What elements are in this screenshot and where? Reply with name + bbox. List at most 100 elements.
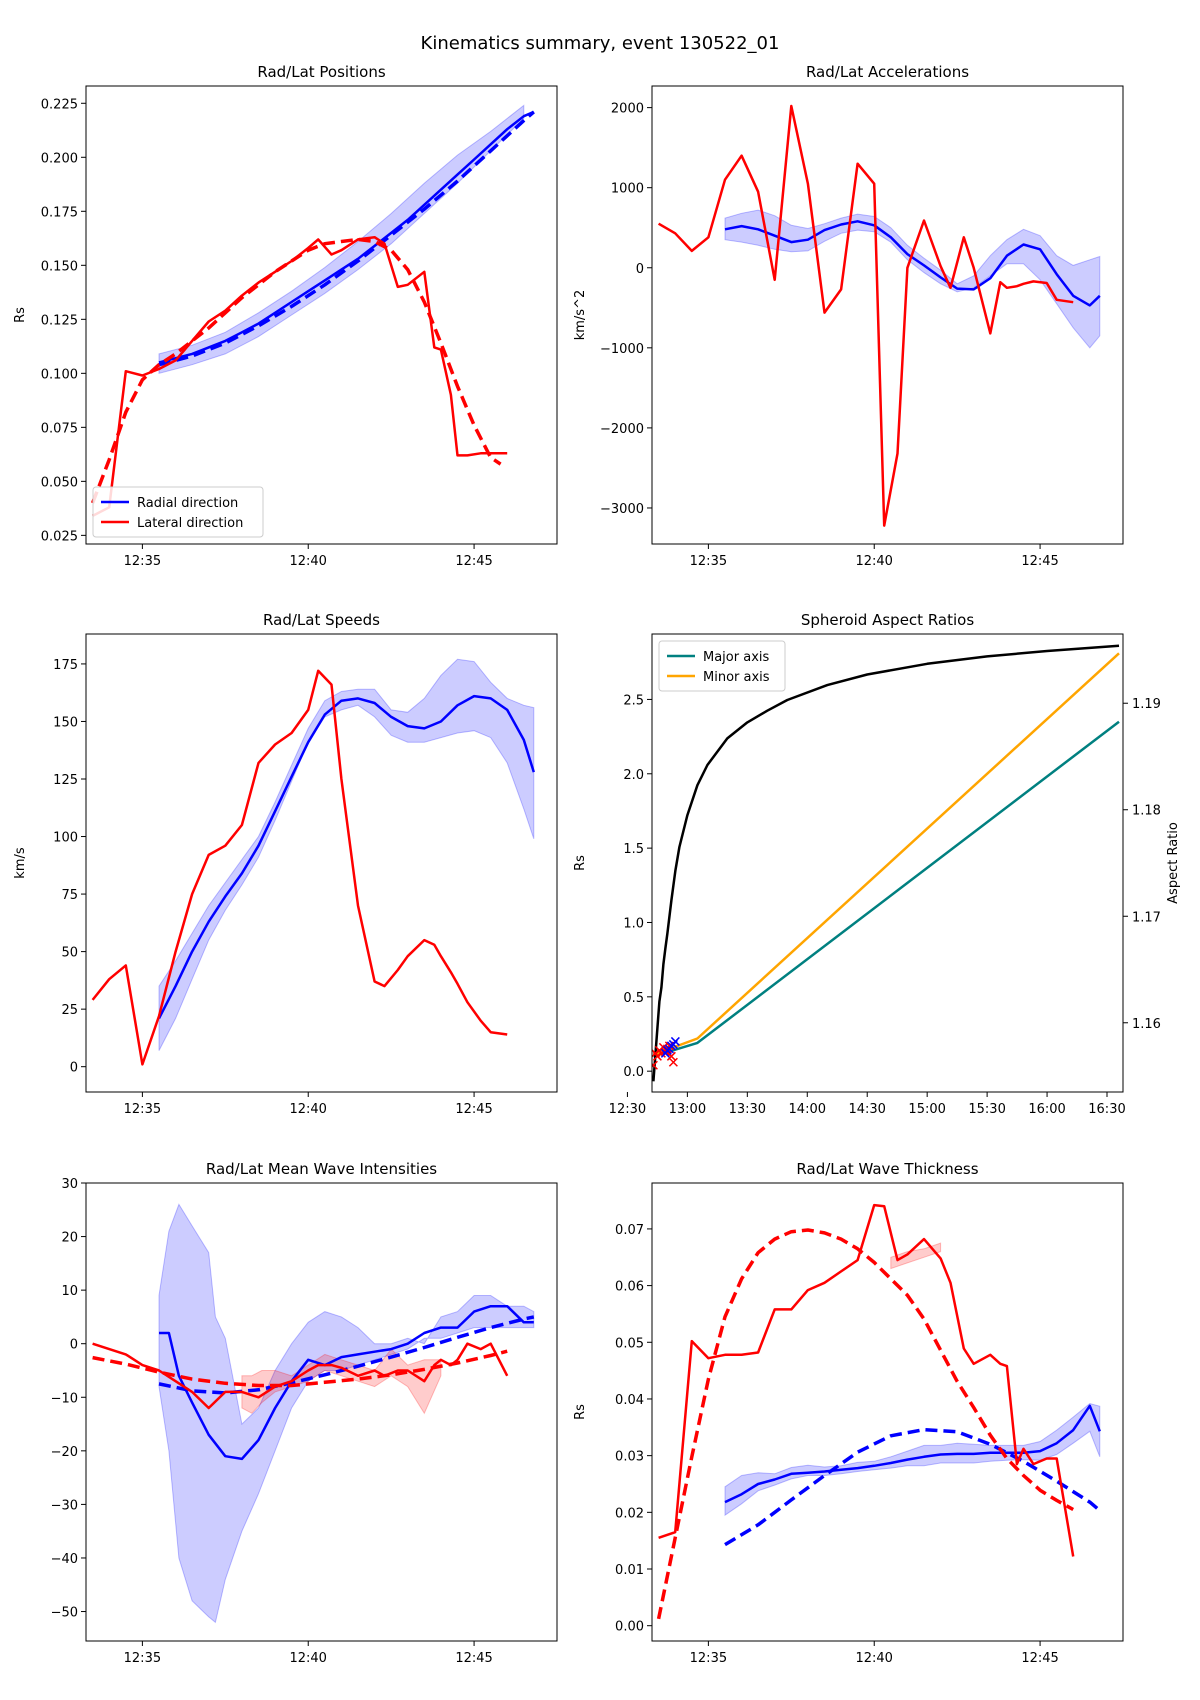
y-tick-label: 75 — [61, 888, 78, 903]
y-tick-label: 0.025 — [41, 529, 78, 544]
y-tick-label: −10 — [51, 1391, 78, 1406]
x-tick-label: 16:00 — [1028, 1102, 1065, 1117]
panel-title: Rad/Lat Positions — [257, 63, 385, 81]
y-axis-label-right: Aspect Ratio — [1166, 822, 1181, 904]
y-axis-label: Rs — [573, 1404, 588, 1420]
legend: Radial direction Lateral direction — [92, 486, 264, 538]
axes-frame — [651, 1182, 1124, 1642]
panel-thickness: 12:35 12:40 12:45 0.00 0.01 0.02 0.03 0.04 0.05 0… — [573, 1160, 1124, 1666]
x-tick-label: 14:00 — [789, 1102, 826, 1117]
y-tick-label: −40 — [51, 1552, 78, 1567]
x-tick-label: 12:35 — [690, 554, 727, 569]
y-right-tick-label: 1.16 — [1132, 1017, 1161, 1032]
x-tick-label: 12:45 — [455, 1651, 492, 1666]
figure-title: Kinematics summary, event 130522_01 — [421, 33, 780, 54]
series-line-solid — [657, 104, 1074, 527]
y-tick-label: 0.175 — [41, 205, 78, 220]
legend-box — [92, 486, 264, 538]
y-tick-label: 0.125 — [41, 313, 78, 328]
legend-label: Radial direction — [137, 496, 238, 511]
y-tick-label: 0.200 — [41, 151, 78, 166]
y-axis-label: Rs — [573, 855, 588, 871]
y-tick-label: −2000 — [600, 422, 644, 437]
panel-title: Rad/Lat Mean Wave Intensities — [206, 1160, 437, 1178]
y-tick-label: 0.100 — [41, 367, 78, 382]
panel-title: Rad/Lat Speeds — [263, 611, 380, 629]
y-tick-label: 100 — [53, 831, 78, 846]
series-line-solid — [658, 1203, 1075, 1557]
x-tick-label: 12:35 — [124, 1102, 161, 1117]
y-tick-label: 150 — [53, 715, 78, 730]
y-tick-label: 0 — [636, 262, 644, 277]
y-tick-label: 1.5 — [623, 842, 644, 857]
y-tick-label: 2.5 — [623, 693, 644, 708]
uncertainty-band — [724, 209, 1101, 349]
legend-box — [658, 640, 786, 692]
plot-area — [652, 644, 1120, 1082]
y-tick-label: 0.075 — [41, 421, 78, 436]
y-tick-label: 0.0 — [623, 1065, 644, 1080]
y-tick-label: 0.01 — [615, 1563, 644, 1578]
x-tick-label: 12:35 — [124, 1651, 161, 1666]
y-tick-label: −50 — [51, 1606, 78, 1621]
series-line-solid — [158, 110, 535, 364]
x-tick-label: 12:40 — [289, 1651, 326, 1666]
y-tick-label: 0.150 — [41, 259, 78, 274]
y-tick-label: 30 — [61, 1177, 78, 1192]
series-line-solid — [724, 220, 1101, 307]
uncertainty-band — [158, 1203, 535, 1624]
x-tick-label: 13:30 — [729, 1102, 766, 1117]
x-tick-label: 12:40 — [289, 1102, 326, 1117]
y-tick-label: 0.05 — [615, 1336, 644, 1351]
x-tick-label: 12:45 — [455, 1102, 492, 1117]
axes-frame — [651, 633, 1124, 1093]
data-point-marker — [668, 1057, 678, 1067]
uncertainty-band — [158, 104, 525, 374]
x-tick-label: 12:45 — [455, 554, 492, 569]
x-tick-label: 12:45 — [1021, 554, 1058, 569]
y-right-tick-label: 1.17 — [1132, 910, 1161, 925]
plot-area — [656, 1203, 1101, 1620]
y-tick-label: −3000 — [600, 502, 644, 517]
y-tick-label: 0.07 — [615, 1223, 644, 1238]
data-point-marker — [670, 1036, 680, 1046]
y-tick-label: 20 — [61, 1231, 78, 1246]
y-tick-label: 0.225 — [41, 97, 78, 112]
y-tick-label: 25 — [61, 1003, 78, 1018]
legend-label: Lateral direction — [137, 516, 243, 531]
series-line-solid — [91, 669, 508, 1066]
x-tick-label: 12:35 — [124, 554, 161, 569]
y-tick-label: 0.06 — [615, 1280, 644, 1295]
series-line-solid — [157, 694, 535, 1019]
y-tick-label: −30 — [51, 1498, 78, 1513]
y-tick-label: 0.5 — [623, 991, 644, 1006]
y-tick-label: 0.02 — [615, 1506, 644, 1521]
plot-area — [90, 104, 535, 518]
panel-intensities: 12:35 12:40 12:45 −50 −40 −30 −20 −10 0 10 20 30 Rad… — [51, 1160, 558, 1666]
legend-label: Minor axis — [703, 670, 770, 685]
series-line-dashed — [158, 110, 535, 367]
y-tick-label: 10 — [61, 1284, 78, 1299]
y-tick-label: 2000 — [611, 102, 644, 117]
y-tick-label: −1000 — [600, 342, 644, 357]
y-tick-label: 0 — [70, 1061, 78, 1076]
y-tick-label: 2.0 — [623, 768, 644, 783]
y-right-tick-label: 1.19 — [1132, 697, 1161, 712]
series-line-solid — [724, 1404, 1101, 1504]
axes-frame — [651, 85, 1124, 545]
x-tick-label: 13:00 — [669, 1102, 706, 1117]
panel-accelerations: 12:35 12:40 12:45 −3000 −2000 −1000 0 1000 2000 R… — [573, 63, 1124, 569]
series-line-dashed — [90, 237, 502, 504]
x-tick-label: 12:40 — [855, 1651, 892, 1666]
y-tick-label: 125 — [53, 773, 78, 788]
y-tick-label: 0 — [70, 1338, 78, 1353]
uncertainty-band — [158, 658, 535, 1051]
plot-area — [92, 1203, 535, 1624]
panel-speeds: 12:35 12:40 12:45 0 25 50 75 100 125 150 175 Rad/La… — [13, 611, 558, 1117]
series-line-solid — [159, 1304, 534, 1461]
y-axis-label: km/s^2 — [573, 290, 588, 341]
y-tick-label: 175 — [53, 658, 78, 673]
panel-title: Rad/Lat Wave Thickness — [796, 1160, 978, 1178]
x-tick-label: 12:40 — [855, 554, 892, 569]
